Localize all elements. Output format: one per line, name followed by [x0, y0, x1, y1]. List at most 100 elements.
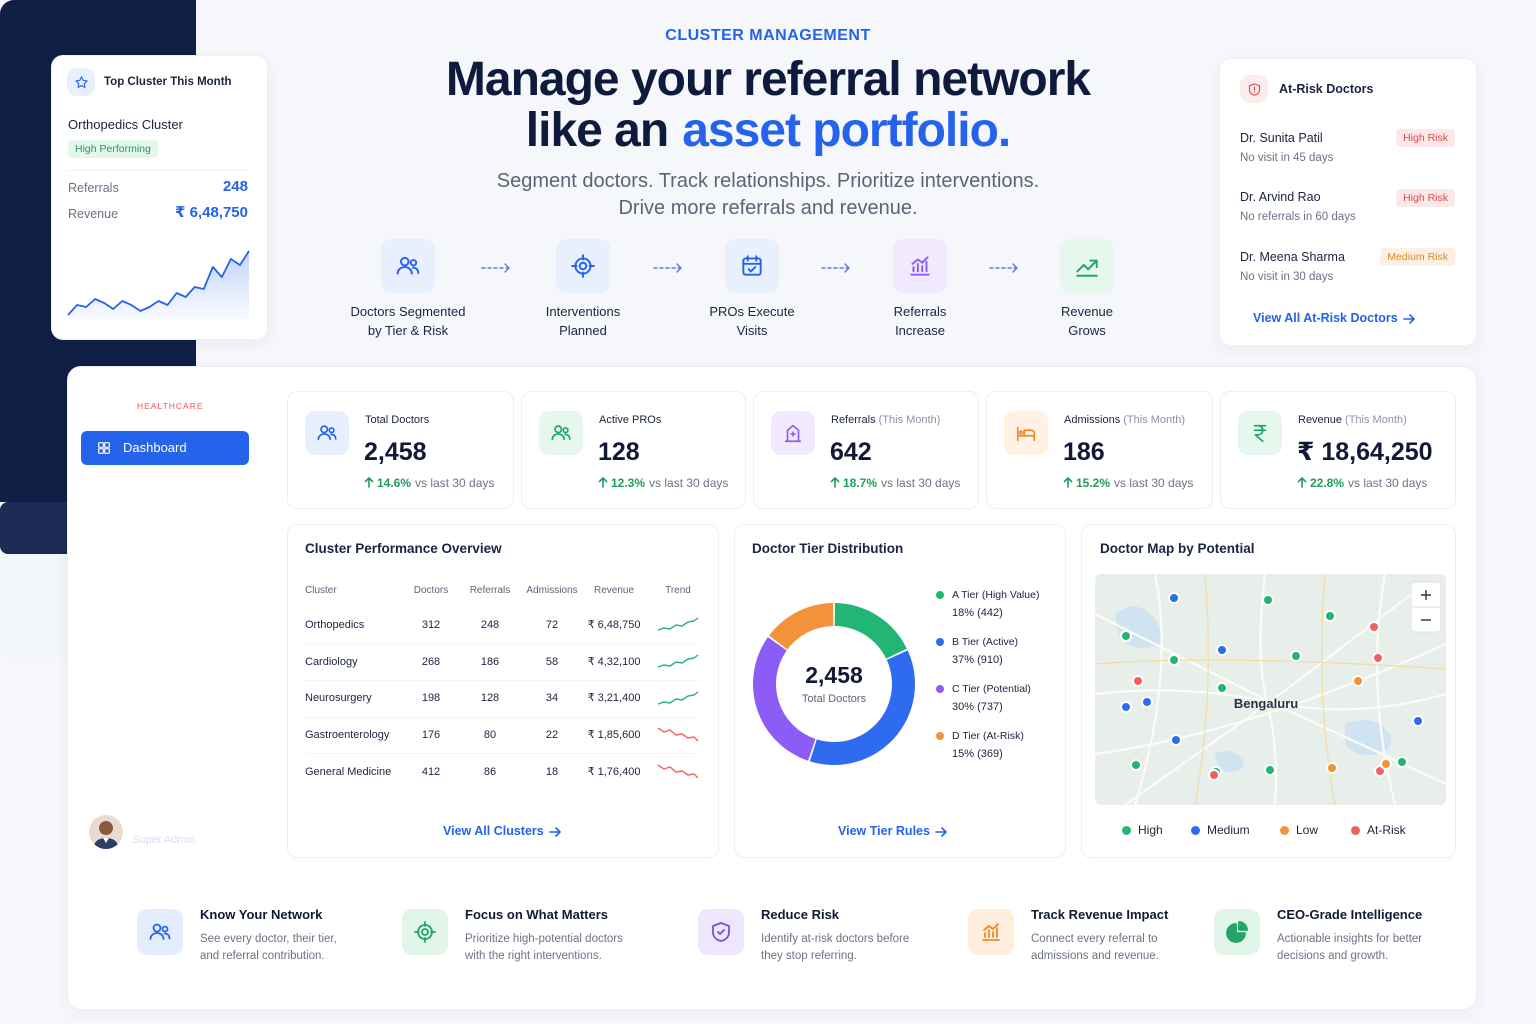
nav-item[interactable]	[81, 431, 249, 465]
change-value: 18.7%	[843, 476, 878, 490]
tier-name: C Tier	[952, 683, 981, 695]
icon-shape	[98, 442, 110, 454]
icon-shape	[317, 425, 337, 441]
nav-label[interactable]: Settings	[123, 732, 170, 748]
tier-value: 15% (369)	[952, 747, 1003, 760]
table-cell: Cardiology	[305, 655, 358, 668]
row-divider	[305, 716, 700, 718]
tier-value: 37% (910)	[952, 653, 1003, 666]
icon-shape	[421, 928, 429, 936]
feature-text: See every doctor, their tier,	[200, 932, 337, 945]
legend-label: D Tier (At-Risk)	[952, 729, 1024, 743]
icon-shape	[830, 476, 840, 488]
row-trend	[657, 617, 699, 631]
table-cell: 312	[421, 618, 441, 631]
icon-shape	[98, 661, 110, 674]
icon-shape	[98, 522, 110, 528]
step-label: Increase	[895, 322, 945, 338]
donut-segment	[753, 637, 816, 761]
row-divider	[305, 679, 700, 681]
card-title: Top Cluster This Month	[104, 75, 232, 88]
headline-line: like an asset portfolio.	[526, 100, 1011, 162]
legend-label: B Tier (Active)	[952, 635, 1018, 649]
map-marker	[1168, 592, 1180, 604]
kpi-label: Admissions (This Month)	[1064, 413, 1185, 427]
nav-label[interactable]: Interventions	[123, 585, 198, 601]
icon-shape	[784, 424, 802, 443]
step-label: by Tier & Risk	[367, 322, 449, 338]
view-link[interactable]: View Tier Rules	[838, 823, 930, 838]
step-label: Interventions	[545, 303, 621, 319]
view-link[interactable]: View All Clusters	[443, 823, 544, 838]
card-title: Doctor Map by Potential	[1100, 541, 1255, 557]
chevron[interactable]	[228, 826, 240, 844]
nav-icon	[96, 440, 112, 461]
star-icon	[67, 68, 95, 96]
change-value: 15.2%	[1076, 476, 1111, 490]
table-cell: 186	[480, 655, 500, 668]
icon-shape	[1011, 263, 1018, 273]
icon-shape	[1226, 921, 1248, 943]
column-header: Trend	[665, 584, 691, 596]
road	[1094, 642, 1447, 756]
map-marker	[1216, 682, 1228, 694]
map-marker	[1262, 594, 1274, 606]
column-header: Referrals	[469, 584, 511, 596]
nav-icon	[96, 586, 112, 607]
change-note: vs last 30 days	[881, 476, 961, 490]
kpi-qualifier: (This Month)	[1345, 414, 1407, 426]
table-cell: 176	[421, 729, 441, 742]
map-marker	[1396, 756, 1408, 768]
nav-label[interactable]: Clusters	[123, 476, 171, 492]
step-arrow	[988, 261, 1019, 279]
kpi-label-text: Admissions	[1064, 414, 1121, 426]
column-header: Doctors	[413, 584, 449, 596]
icon-shape	[562, 427, 569, 434]
donut-segment	[809, 650, 915, 765]
icon-shape	[821, 263, 850, 273]
shield-icon	[1240, 75, 1268, 103]
nav-label[interactable]: PROs	[123, 549, 158, 565]
feature-icon	[137, 909, 183, 955]
nav-label[interactable]: Reports	[123, 659, 169, 675]
icon-shape	[1063, 476, 1073, 488]
metric-label: Revenue	[68, 206, 119, 221]
donut-segment	[769, 603, 834, 650]
nav-label[interactable]: Directory	[123, 695, 176, 711]
table-cell: 86	[483, 766, 497, 779]
doctor-name: Dr. Sunita Patil	[1240, 130, 1323, 145]
table-cell: 72	[545, 618, 559, 631]
table-cell: ₹ 1,85,600	[587, 729, 641, 742]
icon-shape	[152, 923, 162, 933]
trend-chart	[67, 250, 250, 321]
risk-badge: Medium Risk	[1380, 248, 1455, 266]
step-icon	[381, 239, 435, 293]
nav-icon	[96, 733, 112, 754]
icon-shape	[1297, 476, 1307, 488]
nav-label[interactable]: Doctors	[123, 512, 168, 528]
nav-label[interactable]: Dashboard	[123, 439, 187, 455]
view-link[interactable]: View All At-Risk Doctors	[1253, 310, 1398, 325]
tier-name: A Tier	[952, 589, 979, 601]
nav-label[interactable]: Referrals	[123, 622, 176, 638]
icon-shape	[98, 734, 110, 747]
legend-dot	[936, 732, 944, 740]
icon-shape	[98, 661, 110, 674]
donut-segment	[834, 603, 907, 659]
legend-dot	[1280, 826, 1289, 835]
up-arrow	[830, 476, 840, 492]
step-arrow	[652, 261, 683, 279]
feature-text: they stop referring.	[761, 949, 857, 962]
headline-highlight: asset portfolio.	[682, 104, 1011, 157]
icon-shape	[414, 921, 436, 943]
icon-shape	[578, 261, 588, 271]
icon-shape	[103, 838, 109, 843]
subtitle: Segment doctors. Track relationships. Pr…	[496, 170, 1040, 192]
icon-shape	[1253, 424, 1267, 443]
icon-shape	[396, 256, 420, 275]
map-marker	[1412, 715, 1424, 727]
icon-shape	[564, 433, 571, 440]
icon-shape	[99, 821, 113, 835]
kpi-value: 2,458	[364, 437, 427, 466]
